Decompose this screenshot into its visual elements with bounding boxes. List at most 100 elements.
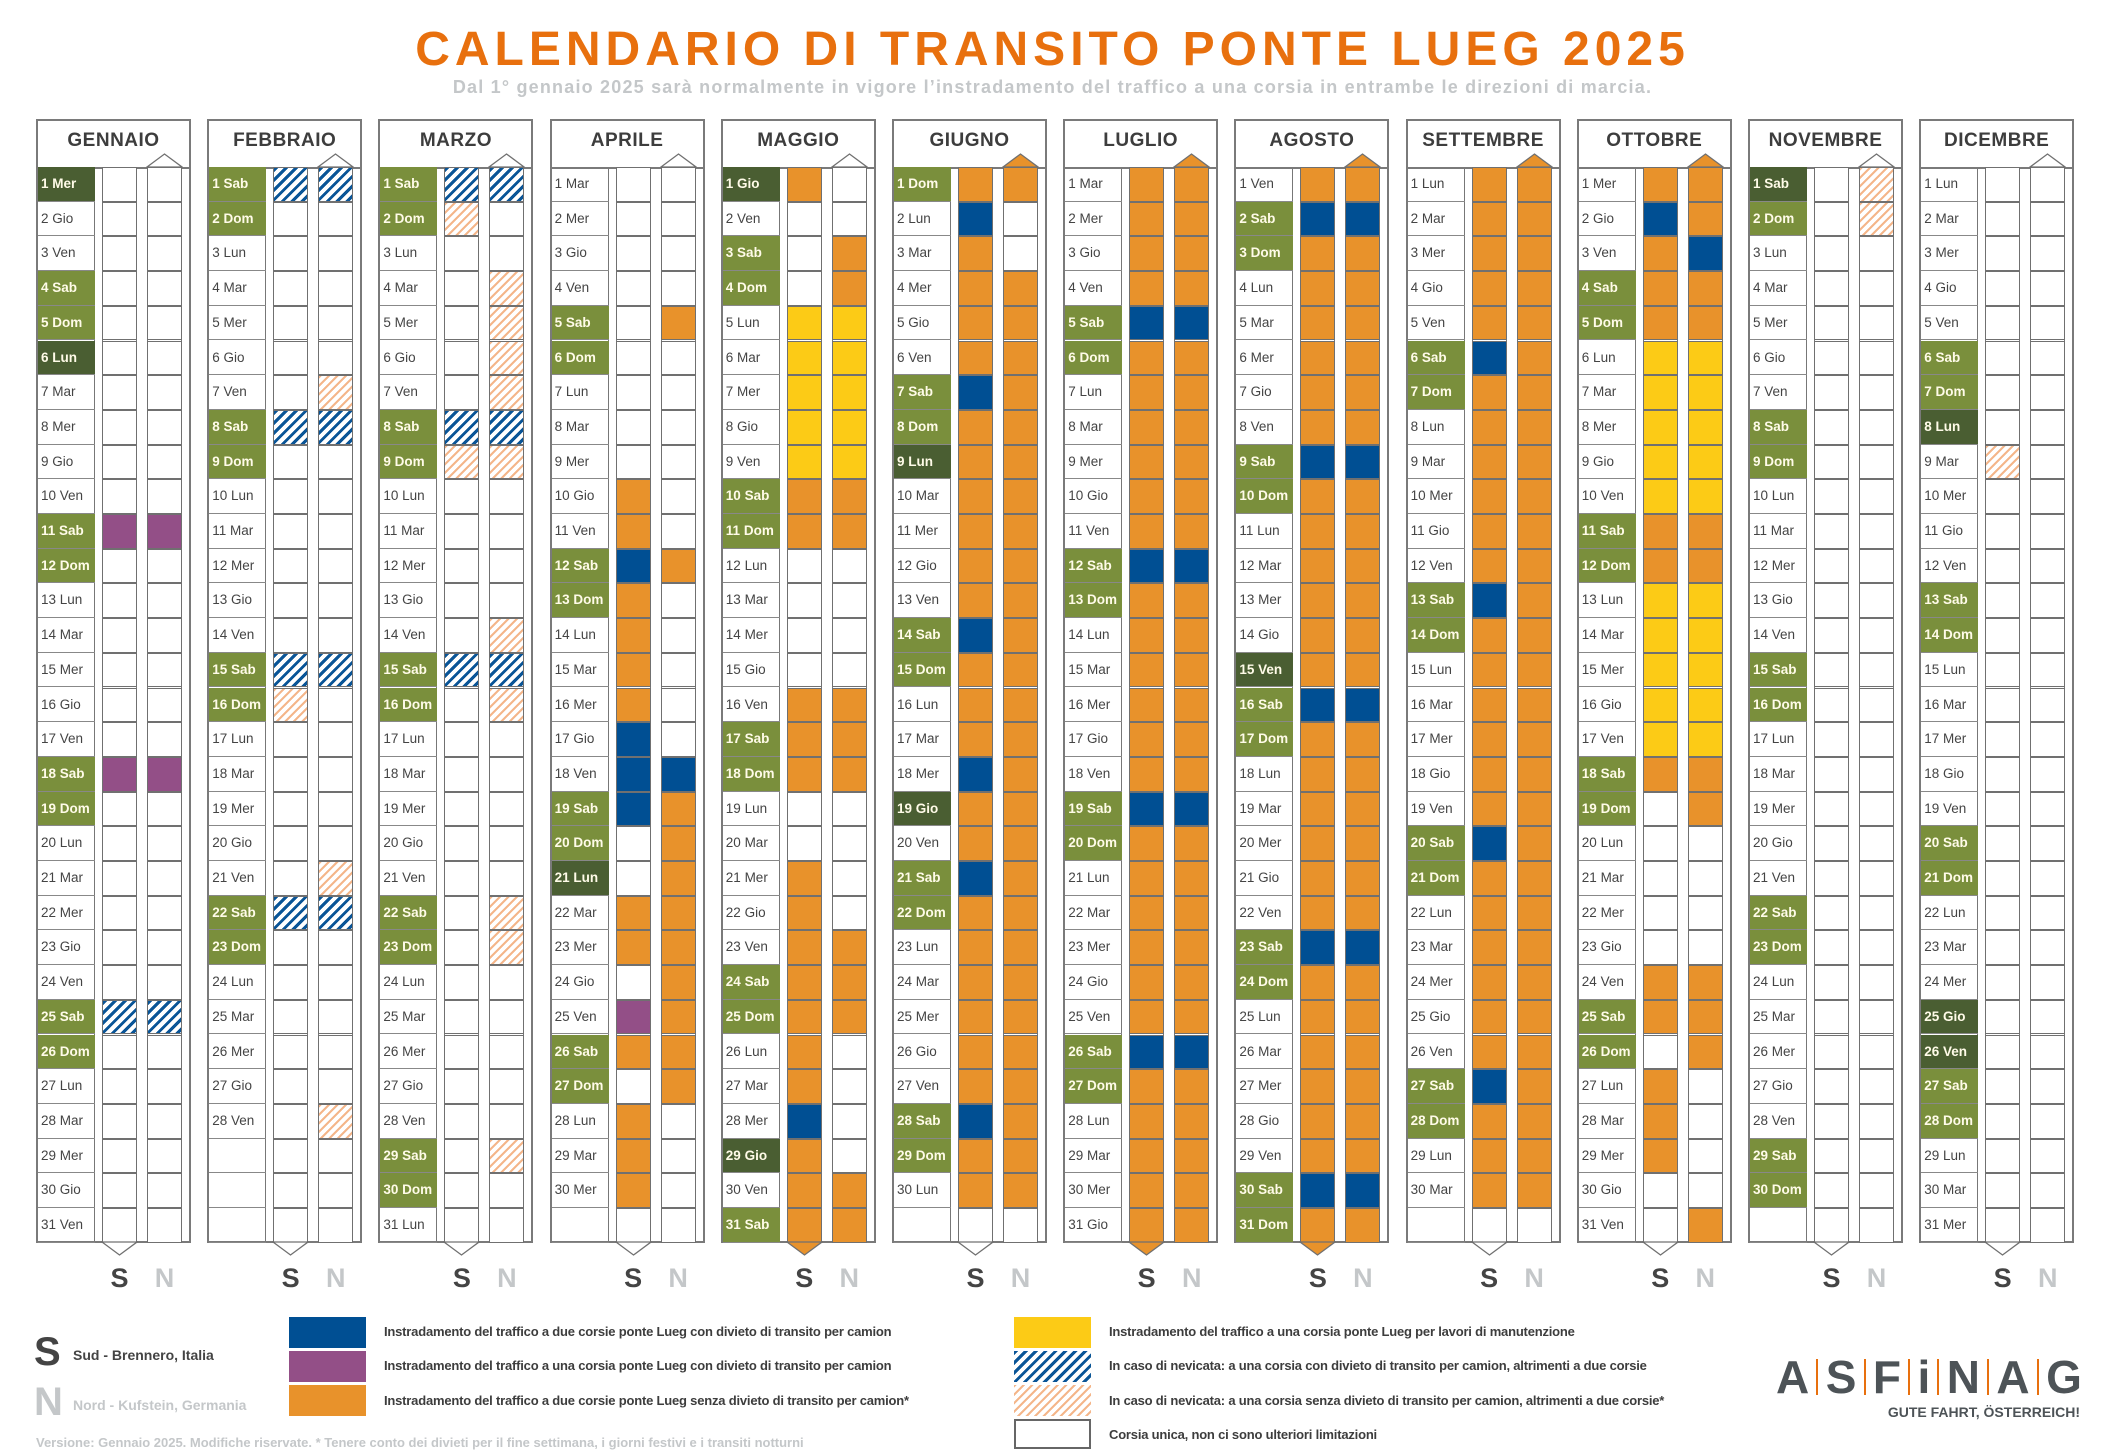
day-label: 2 Mer (1065, 202, 1123, 237)
south-lane-cell (273, 340, 309, 376)
north-lane-cell (831, 375, 867, 410)
south-lane-cell (1471, 409, 1507, 445)
day-label: 22 Mer (1578, 896, 1636, 931)
south-lane-cell (1471, 548, 1507, 584)
north-lane-cell (318, 756, 354, 792)
north-lane-cell (1345, 1208, 1381, 1243)
day-label: 13 Gio (380, 583, 438, 619)
north-lane-cell (318, 340, 354, 376)
day-label: 26 Dom (38, 1034, 95, 1070)
south-direction-label: S (1308, 1263, 1327, 1293)
south-lane-cell (1814, 999, 1849, 1035)
north-lane-cell (660, 1208, 696, 1243)
south-lane-cell (1985, 861, 2021, 896)
south-lane-cell (1129, 618, 1165, 653)
south-lane-cell (1985, 1034, 2021, 1070)
north-lane-cell (2030, 895, 2066, 931)
south-lane-cell (786, 201, 822, 237)
day-label: 11 Sab (1578, 514, 1636, 549)
north-lane-cell (1687, 652, 1723, 688)
north-lane-cell (2030, 1069, 2066, 1104)
north-lane-cell (1174, 618, 1210, 653)
south-lane-cell (1642, 1069, 1678, 1104)
legend-swatch-orange (289, 1385, 366, 1416)
day-label: 30 Mar (1407, 1173, 1465, 1208)
south-lane-cell (1300, 479, 1336, 514)
north-lane-cell (1174, 1138, 1210, 1174)
north-lane-cell (489, 305, 525, 341)
south-lane-cell (615, 1208, 651, 1243)
day-label: 6 Dom (551, 340, 609, 376)
day-label: 27 Dom (1065, 1069, 1123, 1104)
south-lane-cell (1642, 791, 1678, 827)
day-label: 17 Gio (551, 722, 609, 757)
day-label: 8 Gio (722, 410, 780, 445)
day-label: 23 Mer (1065, 930, 1123, 966)
north-lane-cell (1003, 1173, 1038, 1208)
day-label: 15 Ven (1236, 652, 1294, 688)
day-label: 12 Sab (1065, 548, 1123, 584)
south-lane-cell (1814, 167, 1849, 202)
north-lane-cell (1003, 236, 1038, 272)
day-label: 19 Mer (1750, 792, 1807, 827)
north-lane-cell (1003, 826, 1038, 861)
south-lane-cell (615, 1034, 651, 1070)
day-label: 20 Mer (1236, 826, 1294, 861)
north-lane-cell (1003, 652, 1038, 688)
north-lane-cell (1859, 1069, 1894, 1104)
day-label: 13 Mar (722, 583, 780, 619)
south-lane-cell (273, 548, 309, 584)
south-lane-cell (615, 340, 651, 376)
south-lane-cell (615, 1069, 651, 1104)
day-label: 31 Mer (1921, 1208, 1979, 1243)
day-label: 14 Mar (38, 618, 95, 653)
day-label: 12 Mar (1236, 549, 1294, 584)
north-lane-cell (1345, 271, 1381, 306)
day-label: 18 Gio (1407, 757, 1465, 792)
south-lane-cell (615, 271, 651, 306)
south-lane-cell (1300, 1138, 1336, 1174)
legend-north-letter: N (34, 1380, 63, 1424)
north-lane-cell (318, 479, 354, 514)
north-lane-cell (489, 618, 525, 653)
south-lane-cell (786, 618, 822, 653)
north-lane-cell (318, 861, 354, 896)
north-direction-arrow-icon (1344, 153, 1382, 168)
south-lane-cell (1814, 1173, 1849, 1208)
north-lane-cell (1516, 1034, 1552, 1070)
south-lane-cell (1129, 861, 1165, 896)
north-lane-cell (1516, 548, 1552, 584)
south-lane-cell (1129, 167, 1165, 202)
day-label: 6 Gio (1750, 341, 1807, 376)
south-lane-cell (1129, 1173, 1165, 1208)
north-lane-cell (147, 444, 182, 480)
day-label: 29 Mar (1065, 1139, 1123, 1174)
day-label: 10 Lun (209, 479, 267, 514)
legend-label-blue-hatch: In caso di nevicata: a una corsia con di… (1109, 1358, 1647, 1373)
south-lane-cell (444, 618, 480, 653)
north-lane-cell (1174, 167, 1210, 202)
south-lane-cell (1300, 861, 1336, 896)
south-lane-cell (444, 826, 480, 861)
north-lane-cell (2030, 514, 2066, 549)
day-label: 18 Lun (1236, 757, 1294, 792)
day-label: 12 Mer (1750, 549, 1807, 584)
day-label: 22 Ven (1236, 896, 1294, 931)
north-lane-cell (318, 236, 354, 272)
day-label: 21 Mer (722, 861, 780, 896)
day-label: 12 Lun (722, 549, 780, 584)
south-lane-cell (1814, 756, 1849, 792)
day-label: 17 Mar (894, 722, 951, 757)
north-lane-cell (489, 1034, 525, 1070)
north-lane-cell (831, 930, 867, 966)
north-lane-cell (1687, 791, 1723, 827)
north-lane-cell (831, 999, 867, 1035)
month-name: MARZO (419, 130, 492, 151)
day-label: 18 Sab (38, 756, 95, 792)
south-lane-cell (1300, 375, 1336, 410)
north-lane-cell (1687, 722, 1723, 757)
day-label: 10 Lun (380, 479, 438, 514)
day-label: 27 Lun (1578, 1069, 1636, 1104)
day-label: 28 Lun (1065, 1104, 1123, 1139)
north-lane-cell (1516, 1173, 1552, 1208)
